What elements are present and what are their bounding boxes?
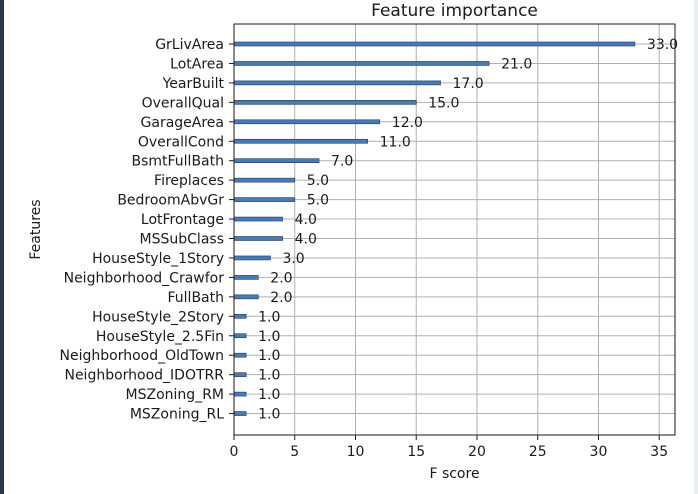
chart-title: Feature importance <box>371 1 538 21</box>
category-label: MSZoning_RL <box>130 407 224 423</box>
x-tick-label: 0 <box>230 444 239 460</box>
category-label: HouseStyle_2.5Fin <box>96 329 224 345</box>
category-label: LotArea <box>170 56 224 72</box>
bar-layer <box>233 41 636 416</box>
category-label: OverallCond <box>138 134 224 150</box>
value-label: 1.0 <box>258 309 280 325</box>
tick-layer: 0 5 10 15 20 25 30 35 <box>229 43 668 460</box>
category-label: Fireplaces <box>154 173 224 189</box>
x-tick-label: 35 <box>650 444 668 460</box>
category-label: GarageArea <box>141 115 224 131</box>
bar <box>233 391 247 397</box>
value-label: 4.0 <box>295 232 317 248</box>
value-label: 4.0 <box>295 212 317 228</box>
value-label: 5.0 <box>307 173 329 189</box>
value-label: 5.0 <box>307 193 329 209</box>
value-label: 2.0 <box>270 270 292 286</box>
value-label: 21.0 <box>501 56 532 72</box>
category-label: GrLivArea <box>155 37 224 53</box>
category-label: HouseStyle_2Story <box>92 309 224 325</box>
x-axis-label: F score <box>429 466 479 482</box>
category-label: MSSubClass <box>140 232 224 248</box>
x-tick-label: 25 <box>529 444 547 460</box>
bar <box>233 236 283 241</box>
category-label: BedroomAbvGr <box>117 193 224 209</box>
value-label: 15.0 <box>428 95 459 111</box>
value-label: 1.0 <box>258 348 280 364</box>
bar <box>233 216 283 222</box>
bar <box>233 352 247 358</box>
bar <box>233 197 296 202</box>
bar <box>233 80 441 86</box>
bar <box>233 255 271 261</box>
x-tick-label: 5 <box>290 444 299 460</box>
bar <box>233 41 636 47</box>
category-label: FullBath <box>168 290 225 306</box>
bar <box>233 100 417 105</box>
value-label: 33.0 <box>647 37 678 53</box>
bar <box>233 411 247 416</box>
plot-frame <box>233 23 676 436</box>
value-label: 1.0 <box>258 368 280 384</box>
value-label: 1.0 <box>258 387 280 403</box>
y-axis-label: Features <box>28 199 44 259</box>
label-layer: GrLivArea 33.0 LotArea 21.0 YearBuilt 17.0 Ove… <box>60 37 679 423</box>
bar <box>233 119 381 125</box>
window-edge-left <box>0 0 4 494</box>
bar <box>233 333 247 339</box>
bar <box>233 61 490 66</box>
category-label: MSZoning_RM <box>126 387 224 403</box>
value-label: 7.0 <box>331 154 353 170</box>
value-label: 12.0 <box>392 115 423 131</box>
value-label: 3.0 <box>282 251 304 267</box>
bar <box>233 313 247 319</box>
category-label: LotFrontage <box>141 212 224 228</box>
value-label: 1.0 <box>258 407 280 423</box>
category-label: OverallQual <box>142 95 224 111</box>
x-tick-label: 10 <box>347 444 365 460</box>
category-label: Neighborhood_Crawfor <box>64 270 225 286</box>
category-label: BsmtFullBath <box>131 154 224 170</box>
value-label: 1.0 <box>258 329 280 345</box>
bar <box>233 372 247 377</box>
bar <box>233 294 259 300</box>
x-tick-label: 15 <box>407 444 425 460</box>
bar <box>233 275 259 280</box>
bar <box>233 177 296 183</box>
value-label: 17.0 <box>453 76 484 92</box>
bar <box>233 138 368 144</box>
x-tick-label: 20 <box>468 444 486 460</box>
value-label: 2.0 <box>270 290 292 306</box>
x-tick-label: 30 <box>590 444 608 460</box>
category-label: HouseStyle_1Story <box>92 251 224 267</box>
category-label: Neighborhood_IDOTRR <box>64 368 224 384</box>
value-label: 11.0 <box>380 134 411 150</box>
category-label: Neighborhood_OldTown <box>60 348 224 364</box>
window-edge-right <box>694 0 698 494</box>
category-label: YearBuilt <box>162 76 225 92</box>
bar <box>233 158 320 163</box>
